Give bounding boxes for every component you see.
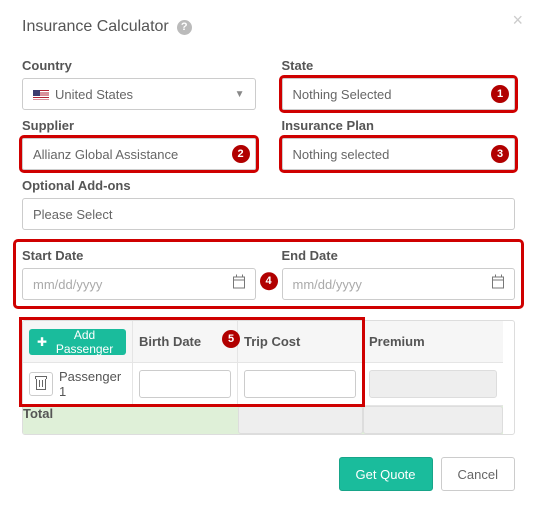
addons-select[interactable]: Please Select	[22, 198, 515, 230]
addons-value: Please Select	[33, 207, 113, 222]
plan-label: Insurance Plan	[282, 118, 516, 133]
supplier-value: Allianz Global Assistance	[33, 147, 178, 162]
calendar-icon	[492, 277, 504, 292]
supplier-label: Supplier	[22, 118, 256, 133]
start-date-input[interactable]: mm/dd/yyyy	[22, 268, 256, 300]
callout-badge-5: 5	[222, 330, 240, 348]
start-date-label: Start Date	[22, 248, 256, 263]
start-date-placeholder: mm/dd/yyyy	[33, 277, 102, 292]
modal-title: Insurance Calculator	[22, 18, 169, 36]
close-icon[interactable]: ×	[512, 10, 523, 31]
state-select[interactable]: Nothing Selected	[282, 78, 516, 110]
callout-badge-4: 4	[260, 272, 278, 290]
passenger-row-name: Passenger 1	[23, 363, 133, 406]
delete-passenger-button[interactable]	[29, 372, 53, 396]
country-label: Country	[22, 58, 256, 73]
calendar-icon	[233, 277, 245, 292]
state-value: Nothing Selected	[293, 87, 392, 102]
country-select[interactable]: United States ▼	[22, 78, 256, 110]
passenger-table: 5 ✚ Add Passenger Birth Date Trip Cost P…	[22, 320, 515, 435]
us-flag-icon	[33, 90, 49, 101]
birth-date-input[interactable]	[139, 370, 231, 398]
total-trip-cost	[238, 406, 363, 434]
passenger-name: Passenger 1	[59, 369, 126, 399]
date-range-group: Start Date mm/dd/yyyy End Date mm/dd/yyy…	[16, 242, 521, 306]
callout-badge-3: 3	[491, 145, 509, 163]
country-value: United States	[55, 87, 133, 102]
plan-value: Nothing selected	[293, 147, 390, 162]
trip-cost-input[interactable]	[244, 370, 356, 398]
callout-badge-2: 2	[232, 145, 250, 163]
add-passenger-label: Add Passenger	[51, 328, 118, 356]
trash-icon	[36, 379, 46, 390]
add-passenger-button[interactable]: ✚ Add Passenger	[29, 329, 126, 355]
total-label: Total	[23, 406, 238, 434]
help-icon[interactable]: ?	[177, 20, 192, 35]
modal-header: Insurance Calculator ? ×	[22, 18, 515, 36]
col-premium: Premium	[363, 321, 503, 363]
supplier-select[interactable]: Allianz Global Assistance	[22, 138, 256, 170]
end-date-input[interactable]: mm/dd/yyyy	[282, 268, 516, 300]
modal-footer: Get Quote Cancel	[22, 457, 515, 491]
callout-badge-1: 1	[491, 85, 509, 103]
caret-down-icon: ▼	[235, 89, 245, 100]
cancel-button[interactable]: Cancel	[441, 457, 515, 491]
end-date-placeholder: mm/dd/yyyy	[293, 277, 362, 292]
insurance-calculator-modal: Insurance Calculator ? × Country United …	[0, 0, 537, 515]
addons-label: Optional Add-ons	[22, 178, 515, 193]
plan-select[interactable]: Nothing selected	[282, 138, 516, 170]
get-quote-button[interactable]: Get Quote	[339, 457, 433, 491]
state-label: State	[282, 58, 516, 73]
total-premium	[363, 406, 503, 434]
col-trip-cost: Trip Cost	[238, 321, 363, 363]
plus-icon: ✚	[37, 335, 47, 349]
premium-output	[369, 370, 497, 398]
end-date-label: End Date	[282, 248, 516, 263]
